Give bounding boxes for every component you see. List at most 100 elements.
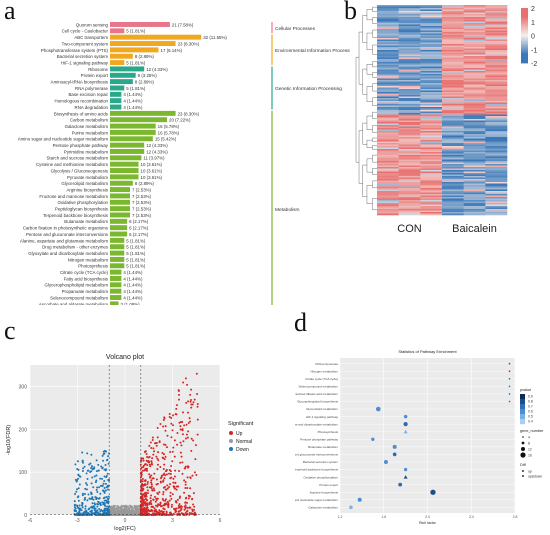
bar-label-3-7: Starch and sucrose metabolism xyxy=(47,156,109,161)
point-up xyxy=(165,469,168,472)
point-down xyxy=(74,463,77,466)
heatmap-cell xyxy=(485,146,508,148)
pathway-label-6: Glycerolipid metabolism xyxy=(306,407,338,411)
heatmap-cell xyxy=(398,38,421,40)
heatmap-cell xyxy=(485,125,508,127)
heatmap-cell xyxy=(485,153,508,156)
heatmap-cell xyxy=(485,6,508,9)
point-down xyxy=(103,496,106,499)
heatmap-cell xyxy=(463,66,486,69)
point-up xyxy=(143,511,146,514)
heatmap-cell xyxy=(463,83,486,85)
heatmap-cell xyxy=(485,155,508,157)
point-down xyxy=(107,484,110,487)
enrichment-marker-12 xyxy=(392,452,397,457)
heatmap-cell xyxy=(463,62,486,64)
bar-label-3-5: Pentose phosphate pathway xyxy=(53,143,109,148)
bar-value-3-8: 10 (3.61%) xyxy=(141,162,163,167)
enrichment-marker-6 xyxy=(375,406,381,412)
heatmap-cell xyxy=(420,45,443,48)
point-down xyxy=(89,506,92,509)
heatmap-cell xyxy=(398,155,421,157)
point-down xyxy=(84,487,87,490)
heatmap-cell xyxy=(420,116,443,118)
point-up xyxy=(181,433,184,436)
heatmap-cell xyxy=(377,81,399,84)
heatmap-cell xyxy=(377,38,399,40)
point-up xyxy=(171,429,174,432)
point-normal xyxy=(119,511,122,514)
point-up xyxy=(164,498,167,501)
heatmap-cell xyxy=(398,29,421,31)
heatmap-cell xyxy=(398,111,421,114)
point-up xyxy=(148,455,151,458)
heatmap-cell xyxy=(420,177,443,180)
point-up xyxy=(162,443,165,446)
point-down xyxy=(81,460,84,463)
heatmap-cell xyxy=(398,179,421,181)
heatmap-cell xyxy=(398,35,421,37)
heatmap-cell xyxy=(398,185,421,187)
dendrogram-branch xyxy=(372,125,381,133)
heatmap-cell xyxy=(485,41,508,43)
point-down xyxy=(88,513,91,516)
point-normal xyxy=(133,504,136,507)
legend-title: Significant xyxy=(228,421,254,427)
heatmap-cell xyxy=(398,21,421,24)
point-normal xyxy=(128,507,130,509)
point-normal xyxy=(118,507,121,510)
heatmap-cell xyxy=(420,92,443,94)
point-up xyxy=(178,496,181,499)
point-up xyxy=(162,499,165,502)
heatmap-cell xyxy=(485,107,508,109)
point-up xyxy=(188,417,191,420)
point-up xyxy=(180,505,183,508)
heatmap-cell xyxy=(485,32,508,34)
bar-label-3-11: Glycerolipid metabolism xyxy=(61,181,108,186)
heatmap-cell xyxy=(463,63,486,66)
heatmap-cell xyxy=(485,176,508,178)
heatmap-cell xyxy=(442,74,464,76)
point-down xyxy=(90,511,93,514)
heatmap-cell xyxy=(398,20,421,22)
point-up xyxy=(171,450,174,453)
dendrogram-branch xyxy=(362,68,367,95)
point-up xyxy=(171,513,174,516)
heatmap-cell xyxy=(463,147,486,150)
heatmap-cell xyxy=(442,35,464,37)
bar-value-1-4: 5 (1.81%) xyxy=(126,60,146,65)
point-normal xyxy=(137,505,140,508)
heatmap-cell xyxy=(420,185,443,187)
heatmap-cell xyxy=(442,32,464,34)
heatmap-cell xyxy=(463,188,486,190)
heatmap-cell xyxy=(442,15,464,18)
heatmap-cell xyxy=(377,114,399,117)
heatmap-cell xyxy=(377,33,399,36)
heatmap-cell xyxy=(398,81,421,84)
heatmap-cell xyxy=(485,90,508,93)
heatmap-cell xyxy=(485,189,508,192)
point-up xyxy=(168,468,171,471)
point-down xyxy=(76,496,79,499)
heatmap-cell xyxy=(398,153,421,156)
heatmap-cell xyxy=(377,210,399,213)
legend-pvalue-tick-0: 0.9 xyxy=(528,395,533,399)
heatmap-cell xyxy=(463,186,486,189)
heatmap-cell xyxy=(463,131,486,133)
point-up xyxy=(146,504,149,507)
point-down xyxy=(99,503,102,506)
heatmap-cell xyxy=(463,204,486,207)
heatmap-cell xyxy=(420,102,443,105)
point-up xyxy=(191,508,194,511)
heatmap-cell xyxy=(485,27,508,30)
point-up xyxy=(176,513,179,516)
point-up xyxy=(142,464,145,467)
heatmap-cell xyxy=(442,149,464,151)
heatmap-cell xyxy=(398,126,421,129)
bar-value-2-2: 8 (2.89%) xyxy=(135,80,155,85)
heatmap-cell xyxy=(442,84,464,87)
point-down xyxy=(94,509,97,512)
bar-label-3-0: Biosynthesis of amino acids xyxy=(54,111,109,116)
heatmap-cell xyxy=(377,60,399,63)
